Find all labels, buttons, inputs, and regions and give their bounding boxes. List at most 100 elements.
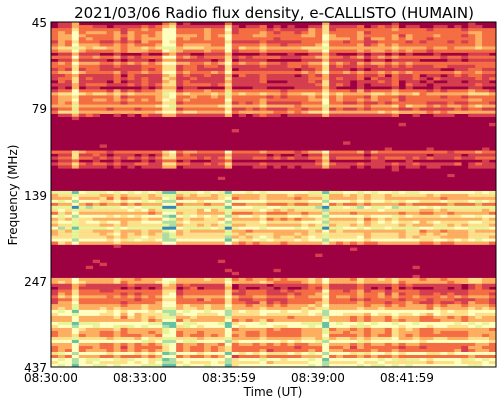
spectrogram-cell <box>447 49 455 53</box>
spectrogram-cell <box>426 214 434 219</box>
spectrogram-cell <box>162 70 170 75</box>
spectrogram-cell <box>197 74 205 78</box>
spectrogram-cell <box>57 52 66 56</box>
spectrogram-cell <box>489 28 497 32</box>
spectrogram-cell <box>363 156 372 160</box>
spectrogram-cell <box>210 327 219 332</box>
spectrogram-cell <box>468 336 476 341</box>
spectrogram-cell <box>482 283 490 287</box>
spectrogram-cell <box>190 220 198 225</box>
spectrogram-cell <box>155 101 163 105</box>
spectrogram-cell <box>301 226 309 230</box>
spectrogram-cell <box>78 229 87 233</box>
spectrogram-cell <box>377 304 386 308</box>
spectrogram-cell <box>433 333 441 338</box>
spectrogram-cell <box>322 49 330 53</box>
spectrogram-cell <box>405 214 413 219</box>
spectrogram-cell <box>440 162 448 166</box>
spectrogram-cell <box>322 31 330 35</box>
spectrogram-cell <box>412 77 420 81</box>
spectrogram-cell <box>322 159 330 163</box>
spectrogram-cell <box>336 321 344 326</box>
spectrogram-cell <box>155 58 163 63</box>
spectrogram-cell <box>224 25 233 29</box>
spectrogram-cell <box>363 330 372 335</box>
spectrogram-cell <box>78 162 87 166</box>
spectrogram-cell <box>197 104 205 108</box>
spectrogram-cell <box>482 327 490 332</box>
spectrogram-cell <box>440 199 448 204</box>
spectrogram-cell <box>377 238 386 242</box>
spectrogram-cell <box>336 25 344 29</box>
spectrogram-cell <box>64 67 73 72</box>
spectrogram-cell <box>280 107 288 111</box>
spectrogram-cell <box>141 232 149 236</box>
spectrogram-cell <box>308 304 316 308</box>
spectrogram-cell <box>363 196 372 201</box>
spectrogram-cell <box>349 327 358 332</box>
spectrogram-cell <box>329 241 337 245</box>
spectrogram-cell <box>85 324 94 329</box>
spectrogram-cell <box>336 55 344 60</box>
spectrogram-cell <box>106 217 114 222</box>
spectrogram-cell <box>273 153 281 157</box>
spectrogram-cell <box>120 193 128 198</box>
spectrogram-cell <box>273 40 281 44</box>
spectrogram-cell <box>440 283 448 287</box>
spectrogram-cell <box>252 235 260 239</box>
spectrogram-cell <box>398 348 406 353</box>
spectrogram-cell <box>475 280 483 285</box>
spectrogram-cell <box>197 241 205 245</box>
spectrogram-cell <box>433 46 441 50</box>
spectrogram-cell <box>183 196 191 201</box>
spectrogram-cell <box>78 301 87 305</box>
spectrogram-cell <box>127 333 135 338</box>
spectrogram-cell <box>419 277 427 282</box>
spectrogram-cell <box>294 110 302 114</box>
spectrogram-cell <box>461 336 469 341</box>
spectrogram-cell <box>203 107 212 111</box>
spectrogram-cell <box>92 235 100 239</box>
spectrogram-cell <box>412 58 420 63</box>
spectrogram-cell <box>113 342 121 347</box>
spectrogram-cell <box>391 31 399 35</box>
spectrogram-cell <box>259 312 267 317</box>
spectrogram-cell <box>183 58 191 63</box>
spectrogram-cell <box>71 113 80 118</box>
spectrogram-cell <box>440 113 448 118</box>
spectrogram-cell <box>356 83 365 87</box>
spectrogram-cell <box>363 98 372 102</box>
spectrogram-cell <box>266 49 274 53</box>
spectrogram-cell <box>280 101 288 105</box>
spectrogram-cell <box>155 333 163 338</box>
spectrogram-cell <box>391 226 399 230</box>
spectrogram-cell <box>120 229 128 233</box>
spectrogram-cell <box>64 241 73 245</box>
spectrogram-cell <box>190 289 198 293</box>
spectrogram-cell <box>482 34 490 38</box>
spectrogram-cell <box>294 351 302 356</box>
spectrogram-cell <box>210 46 219 50</box>
spectrogram-cell <box>231 235 240 239</box>
spectrogram-cell <box>64 199 73 204</box>
spectrogram-cell <box>78 190 87 195</box>
spectrogram-cell <box>468 318 476 323</box>
spectrogram-cell <box>141 25 149 29</box>
spectrogram-cell <box>64 312 73 317</box>
spectrogram-cell <box>391 280 399 285</box>
spectrogram-cell <box>301 304 309 308</box>
spectrogram-cell <box>433 101 441 105</box>
spectrogram-cell <box>106 286 114 290</box>
spectrogram-cell <box>454 286 462 290</box>
spectrogram-cell <box>377 301 386 305</box>
spectrogram-cell <box>287 298 295 302</box>
spectrogram-cell <box>412 333 420 338</box>
spectrogram-cell <box>377 208 386 213</box>
spectrogram-cell <box>217 211 226 216</box>
spectrogram-cell <box>294 150 302 154</box>
spectrogram-cell <box>252 25 260 29</box>
spectrogram-cell <box>210 238 219 242</box>
spectrogram-cell <box>127 61 135 66</box>
spectrogram-cell <box>349 289 358 293</box>
spectrogram-cell <box>155 298 163 302</box>
